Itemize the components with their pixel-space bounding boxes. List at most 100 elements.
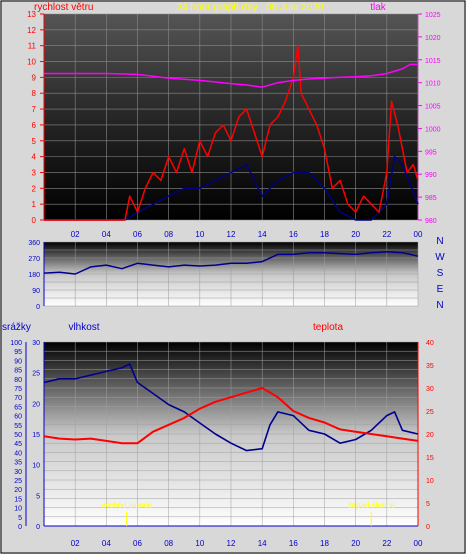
y-tick-label-rain: 10 xyxy=(14,506,22,513)
y-tick-label-right: 995 xyxy=(425,149,437,156)
compass-label: W xyxy=(435,252,445,263)
y-tick-label-rain: 25 xyxy=(14,478,22,485)
x-tick-label: 16 xyxy=(289,539,298,548)
y-tick-label-humidity: 20 xyxy=(32,401,40,408)
y-tick-label-rain: 70 xyxy=(14,395,22,402)
x-tick-label: 14 xyxy=(258,230,267,239)
x-tick-label: 02 xyxy=(71,230,80,239)
x-tick-label: 12 xyxy=(227,230,236,239)
y-tick-label-right: 1025 xyxy=(425,12,441,19)
label-wind-speed: rychlost větru xyxy=(34,2,93,13)
x-tick-label: 16 xyxy=(289,230,298,239)
y-tick-label-right: 1015 xyxy=(425,58,441,65)
y-tick-label-left: 2 xyxy=(32,184,37,193)
y-tick-label-temperature: 15 xyxy=(426,455,434,462)
compass-label: S xyxy=(437,268,444,279)
y-tick-label-direction: 360 xyxy=(28,240,40,247)
x-tick-label: 18 xyxy=(320,230,329,239)
y-tick-label-temperature: 5 xyxy=(426,501,430,508)
series-line-wind-speed xyxy=(44,44,419,221)
x-tick-label: 14 xyxy=(258,539,267,548)
y-tick-label-left: 1 xyxy=(32,200,37,209)
series-line-pressure xyxy=(44,63,418,88)
y-tick-label-temperature: 35 xyxy=(426,363,434,370)
y-tick-label-left: 9 xyxy=(32,73,37,82)
x-tick-label: 04 xyxy=(102,230,111,239)
x-tick-label: 22 xyxy=(382,230,391,239)
y-tick-label-rain: 15 xyxy=(14,496,22,503)
y-tick-label-right: 980 xyxy=(425,218,437,225)
annotation-label: západ slunce xyxy=(348,501,396,510)
x-tick-label: 08 xyxy=(164,230,173,239)
x-tick-label: 20 xyxy=(351,539,360,548)
y-tick-label-left: 8 xyxy=(32,89,37,98)
y-tick-label-humidity: 25 xyxy=(32,371,40,378)
compass-label: N xyxy=(436,300,443,311)
y-tick-label-right: 1010 xyxy=(425,81,441,88)
y-tick-label-rain: 55 xyxy=(14,423,22,430)
y-tick-label-left: 12 xyxy=(27,26,36,35)
y-tick-label-right: 1005 xyxy=(425,104,441,111)
x-tick-label: 02 xyxy=(71,539,80,548)
y-tick-label-rain: 50 xyxy=(14,432,22,439)
series-line-humidity xyxy=(43,363,419,452)
label-pressure: tlak xyxy=(370,2,387,13)
y-tick-label-rain: 75 xyxy=(14,386,22,393)
chart-title: 24 hour graph day : 06 Julu 2020 xyxy=(177,2,324,13)
y-tick-label-rain: 0 xyxy=(18,524,22,531)
y-tick-label-right: 990 xyxy=(425,172,437,179)
x-tick-label: 22 xyxy=(382,539,391,548)
y-tick-label-direction: 0 xyxy=(36,304,40,311)
annotation-label: východ slunce xyxy=(101,501,152,510)
series-line-temperature xyxy=(43,387,419,445)
label-humidity: vlhkost xyxy=(68,322,99,333)
y-tick-label-humidity: 10 xyxy=(32,463,40,470)
x-tick-label: 20 xyxy=(351,230,360,239)
y-tick-label-rain: 35 xyxy=(14,460,22,467)
y-tick-label-direction: 270 xyxy=(28,256,40,263)
y-tick-label-humidity: 5 xyxy=(36,493,40,500)
y-tick-label-left: 7 xyxy=(32,105,37,114)
y-tick-label-rain: 60 xyxy=(14,414,22,421)
y-tick-label-left: 3 xyxy=(32,168,37,177)
compass-label: E xyxy=(437,284,444,295)
y-tick-label-rain: 80 xyxy=(14,377,22,384)
x-tick-label: 12 xyxy=(227,539,236,548)
series-line-wind-base xyxy=(44,155,419,221)
label-rain: srážky xyxy=(2,322,31,333)
x-tick-label: 06 xyxy=(133,539,142,548)
y-tick-label-left: 13 xyxy=(27,10,36,19)
x-tick-label: 00 xyxy=(414,539,423,548)
label-temperature: teplota xyxy=(313,322,343,333)
y-tick-label-left: 4 xyxy=(32,153,37,162)
y-tick-label-rain: 85 xyxy=(14,368,22,375)
y-tick-label-rain: 90 xyxy=(14,358,22,365)
y-tick-label-direction: 180 xyxy=(28,272,40,279)
y-tick-label-temperature: 10 xyxy=(426,478,434,485)
x-tick-label: 00 xyxy=(414,230,423,239)
x-tick-label: 18 xyxy=(320,539,329,548)
x-tick-label: 10 xyxy=(195,230,204,239)
y-tick-label-right: 985 xyxy=(425,195,437,202)
x-tick-label: 06 xyxy=(133,230,142,239)
y-tick-label-direction: 90 xyxy=(32,288,40,295)
y-tick-label-temperature: 25 xyxy=(426,409,434,416)
y-tick-label-temperature: 30 xyxy=(426,386,434,393)
compass-label: N xyxy=(436,236,443,247)
y-tick-label-left: 5 xyxy=(32,137,37,146)
y-tick-label-humidity: 30 xyxy=(32,340,40,347)
y-tick-label-left: 11 xyxy=(28,42,37,51)
y-tick-label-humidity: 0 xyxy=(36,524,40,531)
y-tick-label-temperature: 0 xyxy=(426,524,430,531)
y-tick-label-right: 1000 xyxy=(425,126,441,133)
y-tick-label-rain: 40 xyxy=(14,450,22,457)
y-tick-label-rain: 45 xyxy=(14,441,22,448)
y-tick-label-left: 10 xyxy=(27,58,36,67)
y-tick-label-rain: 95 xyxy=(14,349,22,356)
y-tick-label-humidity: 15 xyxy=(32,432,40,439)
x-tick-label: 04 xyxy=(102,539,111,548)
y-tick-label-rain: 20 xyxy=(14,487,22,494)
y-tick-label-temperature: 40 xyxy=(426,340,434,347)
